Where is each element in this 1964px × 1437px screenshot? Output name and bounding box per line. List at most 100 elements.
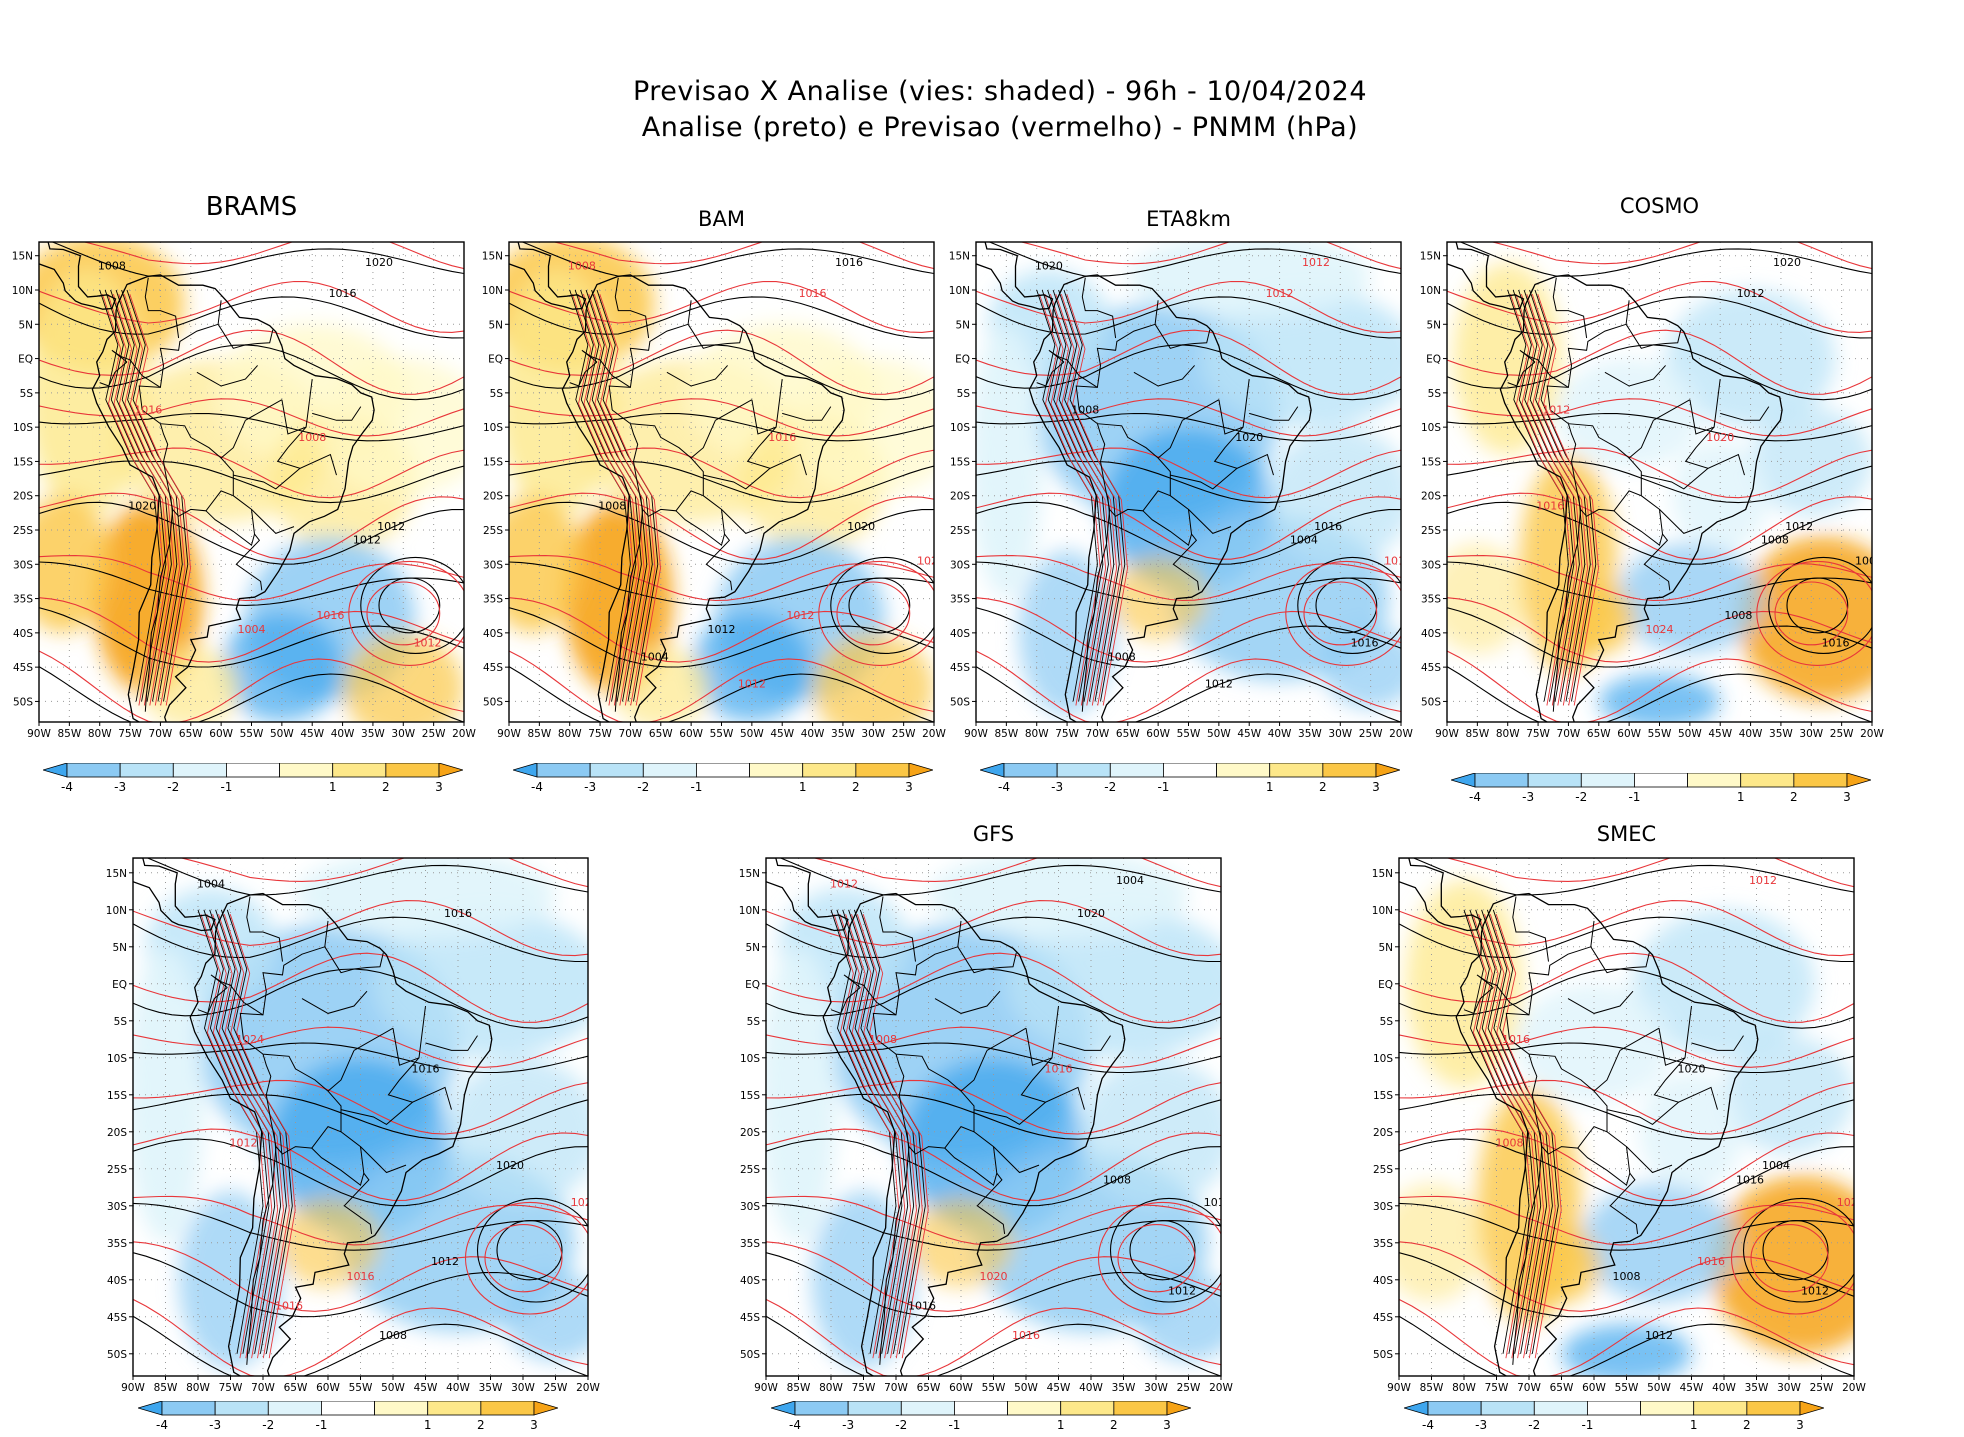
country-border	[1512, 1146, 1543, 1365]
country-border	[245, 399, 283, 421]
isobar-analysis	[976, 501, 1401, 565]
isobar-forecast	[1447, 398, 1872, 437]
isobar-forecast	[766, 900, 1221, 957]
colorbar-segment	[642, 762, 697, 778]
isobar-label: 1008	[1613, 1270, 1641, 1283]
central-america-coastline	[39, 242, 117, 310]
isobar-forecast	[39, 280, 464, 333]
colorbar-segment	[119, 762, 174, 778]
isobar-forecast	[1478, 914, 1545, 1359]
lat-tick-label: 40S	[740, 1275, 760, 1287]
lon-tick-label: 60W	[1582, 1382, 1606, 1394]
country-border	[1020, 1057, 1085, 1110]
country-border	[1476, 974, 1530, 1016]
isobar-forecast	[1055, 293, 1118, 706]
isobar-forecast	[39, 447, 464, 499]
country-border	[751, 379, 783, 435]
isobar-forecast	[39, 555, 464, 602]
isobar-forecast	[1066, 293, 1128, 706]
isobar-analysis	[509, 460, 934, 504]
isobar-analysis	[509, 296, 934, 339]
country-border	[1081, 277, 1117, 339]
country-border	[1658, 1005, 1692, 1066]
isobar-forecast	[976, 398, 1401, 437]
lon-tick-label: 50W	[270, 728, 294, 740]
isobar-forecast	[1447, 650, 1872, 722]
isobar-forecast	[1447, 280, 1872, 333]
isobar-label: 1016	[835, 256, 863, 269]
bias-patch-neg2	[1750, 406, 1872, 517]
isobar-forecast	[133, 1298, 588, 1376]
country-border	[99, 361, 128, 387]
colorbar-segment	[226, 762, 280, 778]
lon-tick-label: 85W	[154, 1382, 178, 1394]
map-svg: 1012 1016 1016 1012 1020 1008 1008 1012 1004 1016…	[739, 857, 1233, 1394]
isobar-forecast	[1520, 293, 1583, 706]
lat-tick-label: EQ	[955, 354, 970, 366]
country-border	[1507, 361, 1536, 387]
central-america-coastline	[976, 242, 1054, 310]
country-border	[1142, 510, 1192, 546]
lon-tick-label: 80W	[558, 728, 582, 740]
high-isobar-forecast	[1285, 560, 1401, 666]
bias-patch-neg1	[295, 858, 556, 940]
country-border	[690, 420, 716, 459]
isobar-label: 1008	[98, 259, 126, 272]
lat-tick-label: 15S	[483, 456, 503, 468]
lon-tick-label: 60W	[209, 728, 233, 740]
isobar-forecast	[766, 1079, 1221, 1135]
colorbar-segment	[427, 1400, 482, 1416]
isobar-label: 1012	[708, 623, 736, 636]
colorbar-segment	[1216, 762, 1271, 778]
colorbar-segment	[749, 762, 804, 778]
lat-tick-label: EQ	[488, 354, 503, 366]
high-isobar-forecast	[836, 581, 911, 646]
isobar-forecast	[133, 1026, 588, 1068]
lat-tick-label: 30S	[483, 559, 503, 571]
lon-tick-label: 40W	[1268, 728, 1292, 740]
figure-title-line1: Previsao X Analise (vies: shaded) - 96h …	[632, 76, 1367, 107]
isobar-label: 1020	[571, 1196, 599, 1209]
colorbar-segment	[321, 1400, 375, 1416]
isobar-analysis	[976, 607, 1401, 668]
country-border	[141, 409, 263, 591]
lon-tick-label: 40W	[801, 728, 825, 740]
colorbar-segment	[1007, 1400, 1062, 1416]
bias-patch-neg1	[1127, 242, 1371, 318]
isobar-lines	[509, 242, 934, 722]
country-border	[311, 1147, 365, 1186]
isobar-forecast	[118, 293, 181, 706]
colorbar-extend-low	[769, 1400, 796, 1416]
lat-tick-label: 15N	[739, 868, 760, 880]
colorbar-label: -3	[1522, 790, 1534, 804]
colorbar: -4-3-2-11234	[41, 762, 496, 795]
colorbar-segment	[279, 762, 334, 778]
lon-tick-label: 50W	[1014, 1382, 1038, 1394]
isobar-label: 1016	[1314, 520, 1342, 533]
country-border	[986, 1027, 1027, 1051]
high-isobar-analysis	[476, 1197, 588, 1303]
isobar-lines	[1399, 858, 1854, 1376]
isobar-label: 1012	[1204, 1196, 1232, 1209]
colorbar-segment	[1113, 1400, 1168, 1416]
country-border	[608, 300, 692, 411]
panel-title-bam: BAM	[698, 207, 745, 231]
isobar-label: 1020	[496, 1159, 524, 1172]
colorbar-segment	[1060, 1400, 1115, 1416]
colorbar: -4-3-2-11234	[1402, 1400, 1857, 1433]
isobar-forecast	[1399, 1241, 1854, 1312]
isobar-forecast	[1399, 952, 1854, 1023]
lon-tick-label: 70W	[149, 728, 173, 740]
colorbar-label: 1	[1057, 1418, 1065, 1432]
country-border	[1182, 399, 1220, 421]
isobar-forecast	[509, 650, 934, 722]
lon-tick-label: 65W	[284, 1382, 308, 1394]
country-border	[387, 1057, 452, 1110]
colorbar-extend-low	[511, 762, 538, 778]
isobar-lines	[39, 242, 464, 722]
country-border	[312, 406, 362, 421]
lat-tick-label: 10N	[1420, 285, 1441, 297]
isobar-forecast	[179, 858, 588, 888]
isobar-label: 1008	[1071, 403, 1099, 416]
isobar-forecast	[1049, 293, 1112, 706]
